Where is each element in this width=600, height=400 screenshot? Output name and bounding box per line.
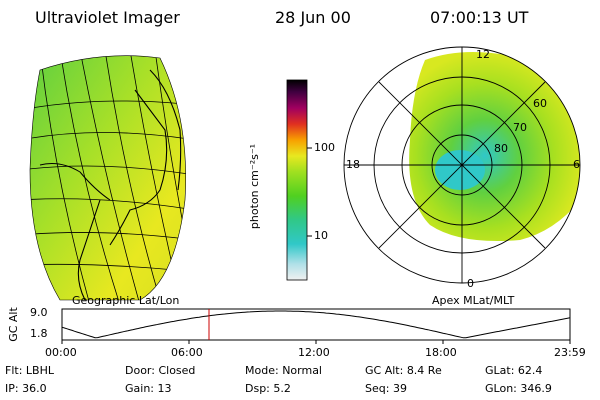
mlat-label-70: 70 <box>513 121 527 134</box>
altitude-ylabel: GC Alt <box>6 307 20 342</box>
polar-plot <box>343 46 581 284</box>
date-label: 28 Jun 00 <box>275 8 351 27</box>
mlt-label-0: 0 <box>467 277 474 290</box>
info-gcalt: GC Alt: 8.4 Re <box>365 364 442 377</box>
left-panel-caption: Geographic Lat/Lon <box>72 294 180 307</box>
info-glon: GLon: 346.9 <box>485 382 552 395</box>
time-label: 07:00:13 UT <box>430 8 529 27</box>
geographic-map <box>29 55 187 301</box>
mlt-label-18: 18 <box>346 158 360 171</box>
altitude-xtick-4: 23:59 <box>554 346 586 359</box>
instrument-title: Ultraviolet Imager <box>35 8 180 27</box>
mlt-label-12: 12 <box>476 48 490 61</box>
color-bar <box>286 79 312 281</box>
info-ip: IP: 36.0 <box>5 382 47 395</box>
altitude-xtick-2: 12:00 <box>298 346 330 359</box>
colorbar-tick-100: 100 <box>314 141 335 154</box>
info-flt: Flt: LBHL <box>5 364 54 377</box>
info-seq: Seq: 39 <box>365 382 407 395</box>
info-mode: Mode: Normal <box>245 364 322 377</box>
altitude-plot <box>61 308 571 344</box>
mlat-label-60: 60 <box>533 97 547 110</box>
colorbar-tick-10: 10 <box>314 229 328 242</box>
right-panel-caption: Apex MLat/MLT <box>432 294 515 307</box>
colorbar-units: photon cm⁻²s⁻¹ <box>248 143 262 230</box>
info-glat: GLat: 62.4 <box>485 364 543 377</box>
info-gain: Gain: 13 <box>125 382 172 395</box>
info-door: Door: Closed <box>125 364 196 377</box>
altitude-ytick-max: 9.0 <box>30 306 48 319</box>
altitude-xtick-1: 06:00 <box>171 346 203 359</box>
altitude-xtick-3: 18:00 <box>425 346 457 359</box>
mlt-label-6: 6 <box>573 158 580 171</box>
mlat-label-80: 80 <box>494 142 508 155</box>
info-dsp: Dsp: 5.2 <box>245 382 291 395</box>
altitude-xtick-0: 00:00 <box>45 346 77 359</box>
altitude-ytick-min: 1.8 <box>30 327 48 340</box>
